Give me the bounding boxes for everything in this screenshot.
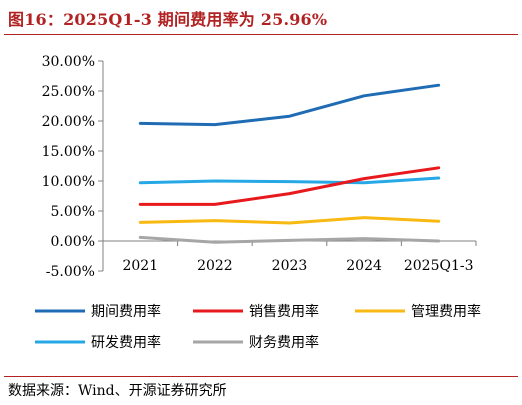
- legend-label: 期间费用率: [91, 303, 161, 320]
- line-chart: -5.00% 0.00% 5.00% 10.00% 15.00% 20.00% 25.00%…: [35, 54, 481, 351]
- legend-label: 销售费用率: [249, 303, 319, 320]
- series-line: [138, 166, 441, 206]
- y-tick-label: 5.00%: [51, 204, 95, 220]
- title-divider: [4, 34, 518, 35]
- y-tick-label: 15.00%: [42, 144, 95, 160]
- footer-divider: [4, 376, 518, 377]
- series-line: [138, 176, 441, 185]
- x-tick-label: 2023: [272, 258, 308, 274]
- x-tick-label: 2022: [197, 258, 233, 274]
- legend-label: 研发费用率: [91, 334, 161, 351]
- x-tick-label: 2021: [122, 258, 158, 274]
- source-note: 数据来源：Wind、开源证券研究所: [8, 383, 227, 399]
- x-axis: 2021 2022 2023 2024 2025Q1-3: [102, 240, 477, 274]
- y-tick-label: 10.00%: [42, 174, 95, 190]
- legend-label: 财务费用率: [249, 334, 319, 351]
- x-tick-label: 2024: [346, 258, 382, 274]
- legend-label: 管理费用率: [411, 303, 481, 320]
- y-tick-label: 20.00%: [42, 114, 95, 130]
- x-tick-label: 2025Q1-3: [404, 258, 474, 274]
- y-tick-label: 0.00%: [51, 234, 95, 250]
- y-tick-label: 30.00%: [42, 54, 95, 70]
- series-lines: [138, 83, 441, 244]
- y-axis: -5.00% 0.00% 5.00% 10.00% 15.00% 20.00% 25.00%…: [42, 54, 104, 280]
- series-line: [138, 83, 441, 127]
- series-line: [138, 216, 441, 225]
- y-tick-label: -5.00%: [46, 264, 95, 280]
- page-title: 图16：2025Q1-3 期间费用率为 25.96%: [8, 10, 328, 29]
- series-line: [138, 235, 441, 244]
- y-tick-label: 25.00%: [42, 84, 95, 100]
